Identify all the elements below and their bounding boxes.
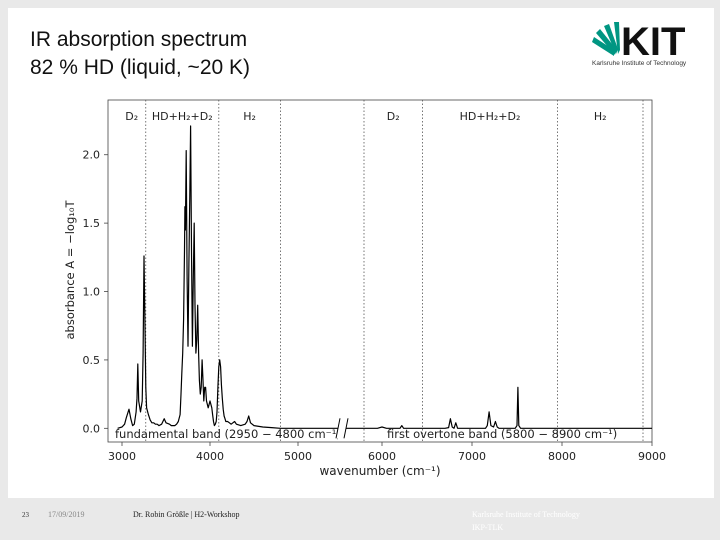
kit-logo-mark: KIT	[592, 20, 685, 64]
footer-bar: 23 17/09/2019 Dr. Robin Größle | H2-Work…	[0, 498, 720, 540]
band-label: fundamental band (2950 − 4800 cm⁻¹)	[115, 427, 341, 441]
y-tick-label: 0.5	[83, 354, 101, 367]
fundamental-band-line	[117, 125, 342, 429]
region-label: HD+H₂+D₂	[460, 110, 521, 123]
x-tick-label: 9000	[638, 450, 666, 463]
band-label: first overtone band (5800 − 8900 cm⁻¹)	[387, 427, 617, 441]
y-tick-label: 0.0	[83, 422, 101, 435]
title-line-2: 82 % HD (liquid, ~20 K)	[30, 56, 251, 79]
overtone-band-line	[342, 386, 652, 429]
footer-slide-number: 23	[22, 511, 29, 519]
y-tick-label: 1.5	[83, 217, 101, 230]
y-axis-title: absorbance A = −log₁₀T	[63, 200, 77, 340]
region-label: H₂	[594, 110, 607, 123]
footer-institute: Karlsruhe Institute of Technology IKP-TL…	[472, 508, 580, 534]
y-tick-label: 1.0	[83, 286, 101, 299]
slide-title: IR absorption spectrum 82 % HD (liquid, …	[30, 26, 250, 82]
slide-canvas	[8, 8, 714, 498]
plot-frame	[107, 99, 653, 443]
axis-break-mark	[335, 418, 341, 439]
footer-event: Dr. Robin Größle | H2-Workshop	[133, 510, 240, 519]
region-label: D₂	[125, 110, 138, 123]
kit-logo: KIT Karlsruhe Institute of Technology	[588, 12, 700, 76]
x-axis-title: wavenumber (cm⁻¹)	[319, 464, 440, 478]
region-label: D₂	[387, 110, 400, 123]
x-tick-label: 6000	[368, 450, 396, 463]
region-label: H₂	[243, 110, 256, 123]
x-tick-label: 3000	[108, 450, 136, 463]
ir-spectrum-chart: 0.0 0.5 1.0 1.5 2.0 3000 4000 5000 6000 7000 8000 9…	[63, 99, 666, 478]
x-tick-label: 4000	[196, 450, 224, 463]
x-tick-label: 7000	[458, 450, 486, 463]
axis-break-mark	[343, 418, 349, 439]
region-label: HD+H₂+D₂	[152, 110, 213, 123]
footer-institute-line-2: IKP-TLK	[472, 523, 504, 532]
kit-logo-subtext: Karlsruhe Institute of Technology	[592, 60, 687, 67]
footer-institute-line-1: Karlsruhe Institute of Technology	[472, 510, 580, 519]
axis-break-gap	[338, 416, 346, 441]
title-line-1: IR absorption spectrum	[30, 28, 248, 51]
x-tick-label: 8000	[548, 450, 576, 463]
y-tick-label: 2.0	[83, 149, 101, 162]
x-tick-label: 5000	[284, 450, 312, 463]
kit-logo-text: KIT	[621, 20, 685, 60]
footer-date: 17/09/2019	[48, 510, 85, 519]
